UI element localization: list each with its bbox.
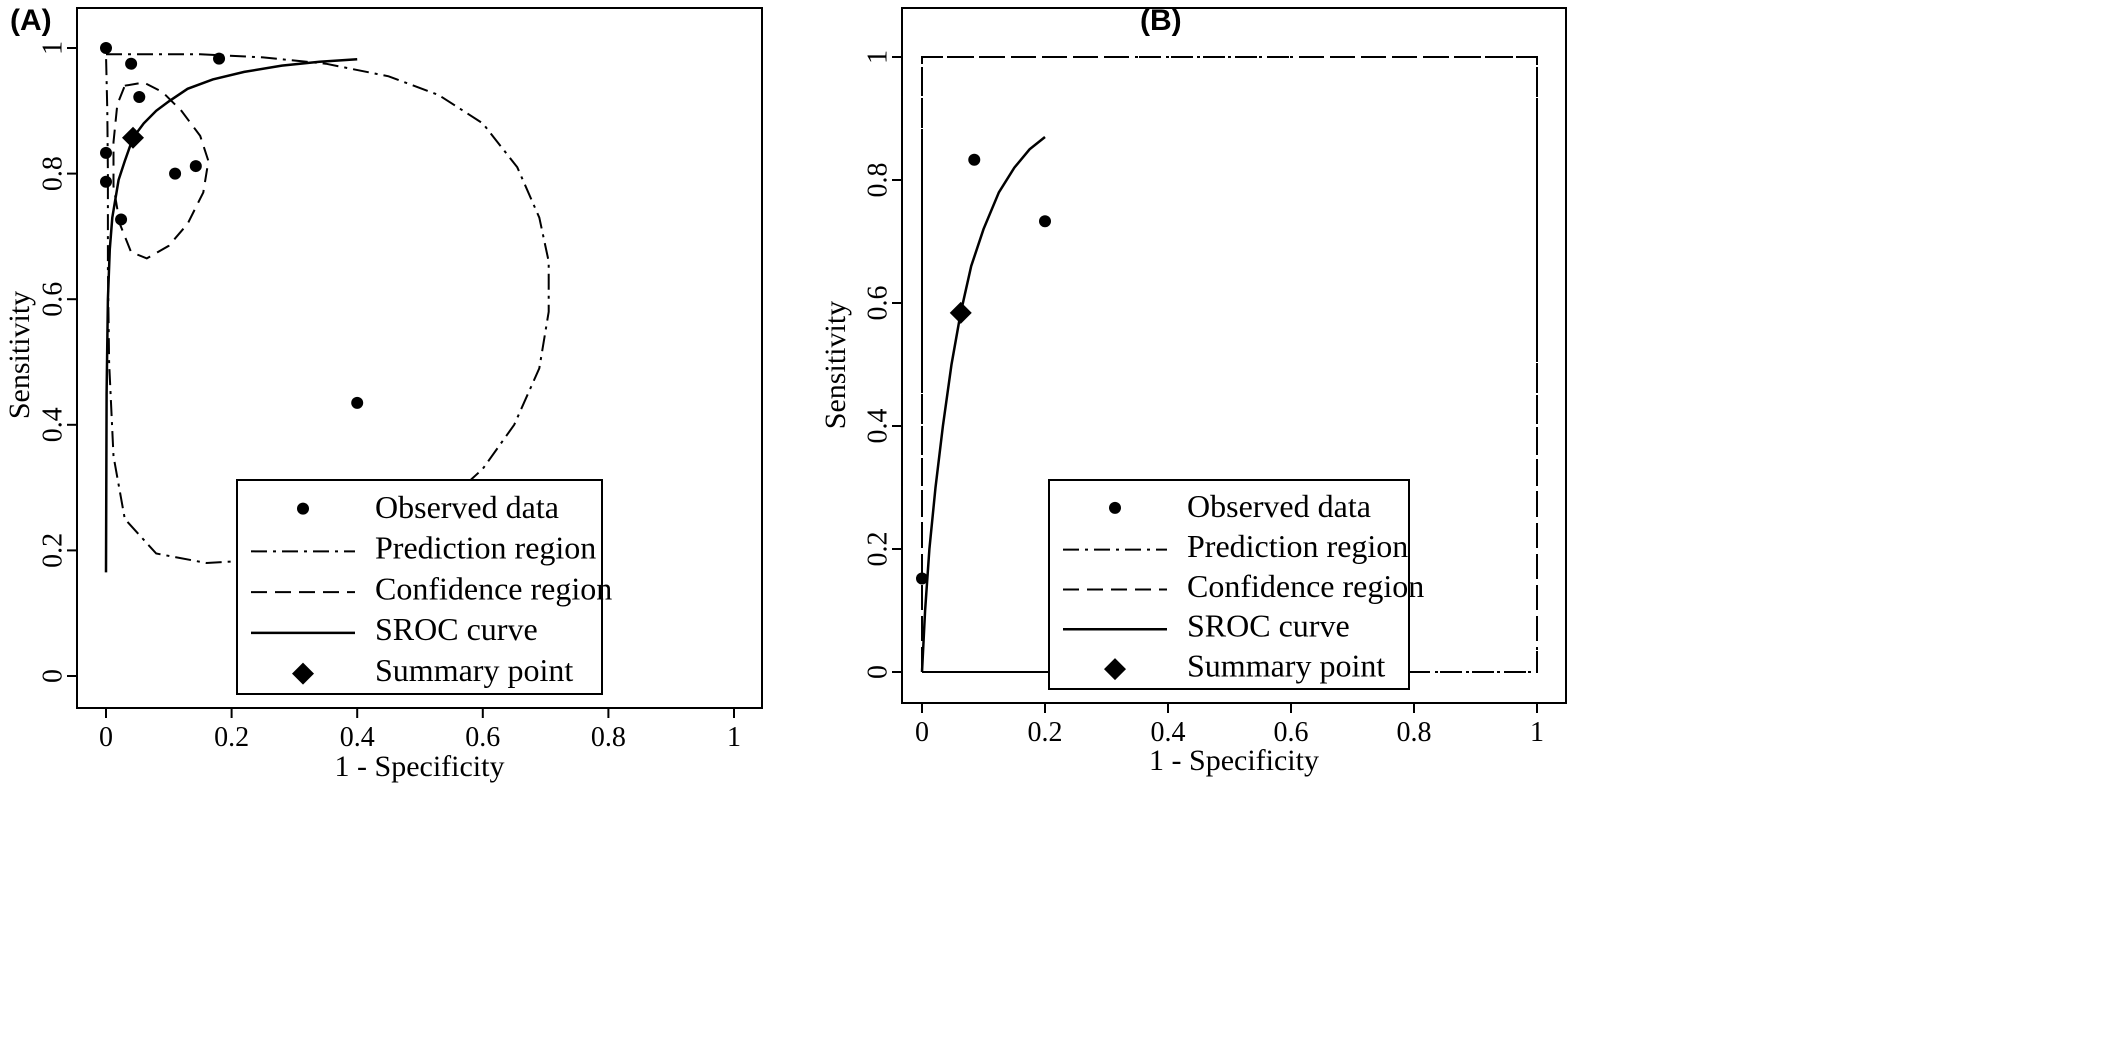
- panel-b-sroc-curve: [920, 136, 1046, 673]
- panel-a-legend-label: Confidence region: [375, 570, 612, 606]
- panel-a-label: (A): [10, 4, 52, 37]
- panel-b-y-tick-label: 0: [862, 665, 893, 679]
- panel-b-x-tick-label: 0.8: [1397, 717, 1432, 748]
- panel-a-observed-point: [100, 175, 112, 188]
- panel-b-observed-point: [968, 153, 981, 166]
- panel-b-label: (B): [1140, 4, 1182, 37]
- panel-a-observed-point: [169, 167, 182, 180]
- panel-a-observed-point: [100, 42, 112, 54]
- panel-a-observed-point: [100, 146, 112, 159]
- panel-b-legend-key-summary: [1104, 658, 1126, 681]
- panel-a-legend-box: [236, 479, 603, 695]
- panel-b-x-axis-title: 1 - Specificity: [1149, 744, 1319, 777]
- panel-b-legend-label: Prediction region: [1187, 528, 1408, 564]
- panel-a-observed-point: [125, 57, 138, 70]
- panel-b-legend-key-observed: [1109, 501, 1121, 514]
- panel-a-observed-point: [133, 90, 146, 103]
- panel-a-prediction-region: [104, 53, 550, 565]
- panel-a-legend-label: SROC curve: [375, 611, 538, 647]
- panel-b-legend-label: SROC curve: [1187, 608, 1350, 644]
- panel-a-confidence-region: [112, 81, 210, 260]
- panel-a-plot-frame: [76, 7, 763, 709]
- panel-a-x-tick-label: 0.6: [465, 722, 500, 753]
- panel-a-summary-point: [122, 126, 145, 149]
- panel-b: (B) 0 0.2 0.4 0.6 0.8 1 0 0.2 0.4 0.6 0.8 1 1 - Spec…: [819, 4, 1567, 777]
- panel-a-legend-label: Summary point: [375, 652, 573, 688]
- panel-b-y-tick-label: 0.8: [862, 163, 893, 198]
- panel-a-y-tick-label: 0: [37, 669, 68, 683]
- panel-b-legend-box: [1048, 479, 1410, 690]
- panel-a-observed-point: [351, 396, 364, 409]
- panel-b-y-tick-label: 1: [862, 50, 893, 64]
- panel-a-legend-label: Observed data: [375, 489, 559, 525]
- panel-a-observed-point: [189, 160, 202, 173]
- panel-a-x-tick-label: 0.2: [214, 722, 249, 753]
- panel-b-y-tick-label: 0.6: [862, 286, 893, 321]
- panel-a-observed-point: [115, 213, 128, 226]
- panel-b-y-tick-label: 0.2: [862, 532, 893, 567]
- panel-b-x-tick-label: 0.2: [1028, 717, 1063, 748]
- panel-b-x-tick-label: 1: [1530, 717, 1544, 748]
- panel-b-observed-point: [916, 572, 928, 585]
- panel-b-y-tick-label: 0.4: [862, 409, 893, 444]
- panel-a-y-tick-label: 1: [37, 41, 68, 55]
- panel-a-y-tick-label: 0.2: [37, 533, 68, 568]
- panel-a-x-tick-label: 0: [99, 722, 113, 753]
- panel-a-legend-key-summary: [292, 662, 314, 685]
- panel-b-legend-label: Confidence region: [1187, 568, 1424, 604]
- panel-a-legend-label: Prediction region: [375, 530, 596, 566]
- panel-a-y-axis-title: Sensitivity: [3, 291, 36, 419]
- panel-a-x-tick-label: 0.4: [340, 722, 375, 753]
- panel-b-x-tick-label: 0.6: [1274, 717, 1309, 748]
- panel-a-y-tick-label: 0.6: [37, 282, 68, 317]
- panel-a-x-tick-label: 0.8: [591, 722, 626, 753]
- panel-b-legend-label: Summary point: [1187, 647, 1385, 683]
- panel-a-legend-key-observed: [297, 502, 309, 515]
- panel-a-x-axis-title: 1 - Specificity: [335, 750, 505, 783]
- panel-b-observed-point: [1039, 215, 1051, 228]
- panel-b-summary-point: [949, 301, 972, 324]
- panel-b-plot-frame: [901, 7, 1567, 704]
- panel-b-x-tick-label: 0: [915, 717, 929, 748]
- panel-b-legend-label: Observed data: [1187, 488, 1371, 524]
- panel-b-legend: Observed data Prediction region Confidence…: [1048, 479, 1424, 690]
- panel-a-sroc-curve: [104, 58, 358, 573]
- panel-a: (A) 0 0.2 0.4 0.6 0.8 1 0 0.2 0.4 0.6 0.8 1 1 - Spec…: [3, 4, 763, 783]
- panel-a-observed-point: [213, 52, 226, 65]
- panel-b-y-axis-title: Sensitivity: [819, 301, 852, 429]
- panel-a-y-tick-label: 0.4: [37, 407, 68, 442]
- panel-a-legend: Observed data Prediction region Confidence…: [236, 479, 612, 695]
- panel-a-y-tick-label: 0.8: [37, 156, 68, 191]
- panel-b-x-tick-label: 0.4: [1151, 717, 1186, 748]
- panel-a-x-tick-label: 1: [727, 722, 741, 753]
